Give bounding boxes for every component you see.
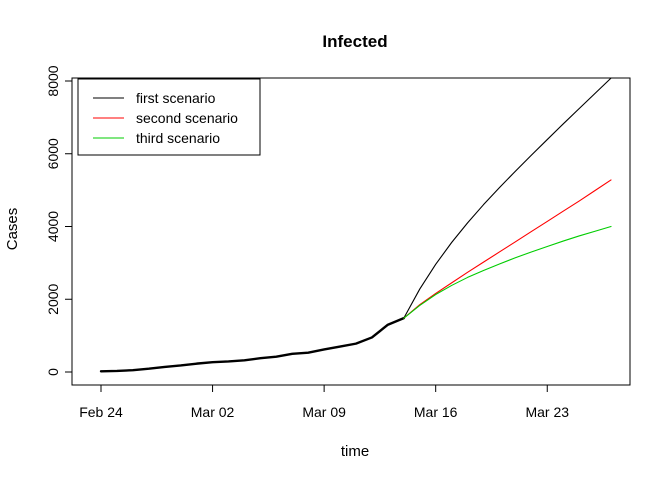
observed-cases-line — [99, 316, 406, 373]
x-tick-label: Mar 23 — [525, 404, 569, 420]
y-tick-label: 0 — [45, 368, 61, 376]
x-axis-label: time — [341, 443, 369, 460]
y-tick-label: 2000 — [45, 283, 61, 314]
series-layer — [99, 77, 612, 373]
y-tick-label: 6000 — [45, 138, 61, 169]
x-tick-label: Feb 24 — [79, 404, 123, 420]
y-axis: 0 2000 4000 6000 8000 — [45, 65, 73, 376]
series-line-second-scenario — [403, 179, 612, 319]
legend-label-third-scenario: third scenario — [136, 130, 220, 146]
legend: first scenario second scenario third sce… — [77, 78, 261, 156]
legend-label-second-scenario: second scenario — [136, 110, 238, 126]
legend-label-first-scenario: first scenario — [136, 90, 216, 106]
x-tick-label: Mar 16 — [414, 404, 458, 420]
y-tick-label: 4000 — [45, 211, 61, 242]
chart-title: Infected — [322, 32, 387, 51]
x-axis: Feb 24 Mar 02 Mar 09 Mar 16 Mar 23 — [79, 384, 569, 420]
y-tick-label: 8000 — [45, 65, 61, 96]
x-tick-label: Mar 02 — [191, 404, 235, 420]
x-tick-label: Mar 09 — [302, 404, 346, 420]
legend-box — [77, 78, 261, 156]
series-line-first-scenario — [403, 77, 612, 319]
y-axis-label: Cases — [4, 208, 21, 251]
series-line-third-scenario — [403, 225, 612, 319]
